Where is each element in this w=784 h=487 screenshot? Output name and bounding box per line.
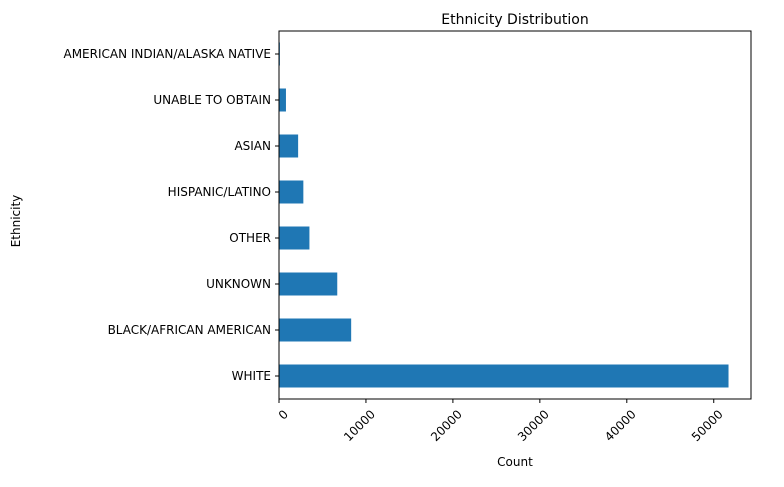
y-ticks: WHITE BLACK/AFRICAN AMERICAN UNKNOWN OTHER H… (63, 47, 279, 383)
y-tick-label: BLACK/AFRICAN AMERICAN (108, 323, 271, 337)
bar (279, 272, 338, 296)
x-tick-label: 40000 (602, 407, 639, 444)
plot-frame (278, 30, 752, 400)
bar (279, 364, 729, 388)
y-tick-label: UNKNOWN (206, 277, 271, 291)
x-ticks: 0 10000 20000 30000 40000 50000 (276, 399, 726, 444)
y-tick-label: ASIAN (234, 139, 271, 153)
y-tick-label: HISPANIC/LATINO (168, 185, 271, 199)
bars (279, 42, 729, 388)
x-tick-label: 30000 (515, 407, 552, 444)
bar (279, 88, 286, 112)
x-axis-label: Count (497, 455, 533, 469)
chart-title: Ethnicity Distribution (441, 12, 588, 28)
bar (279, 226, 310, 250)
y-tick-label: OTHER (229, 231, 271, 245)
y-tick-label: AMERICAN INDIAN/ALASKA NATIVE (63, 47, 271, 61)
bar (279, 180, 304, 204)
x-tick-label: 50000 (689, 407, 726, 444)
y-tick-label: UNABLE TO OBTAIN (153, 93, 271, 107)
y-tick-label: WHITE (232, 369, 271, 383)
y-axis-label: Ethnicity (9, 195, 23, 248)
bar (279, 134, 299, 158)
x-tick-label: 10000 (341, 407, 378, 444)
x-tick-label: 20000 (428, 407, 465, 444)
x-tick-label: 0 (276, 407, 291, 422)
bar (279, 318, 352, 342)
